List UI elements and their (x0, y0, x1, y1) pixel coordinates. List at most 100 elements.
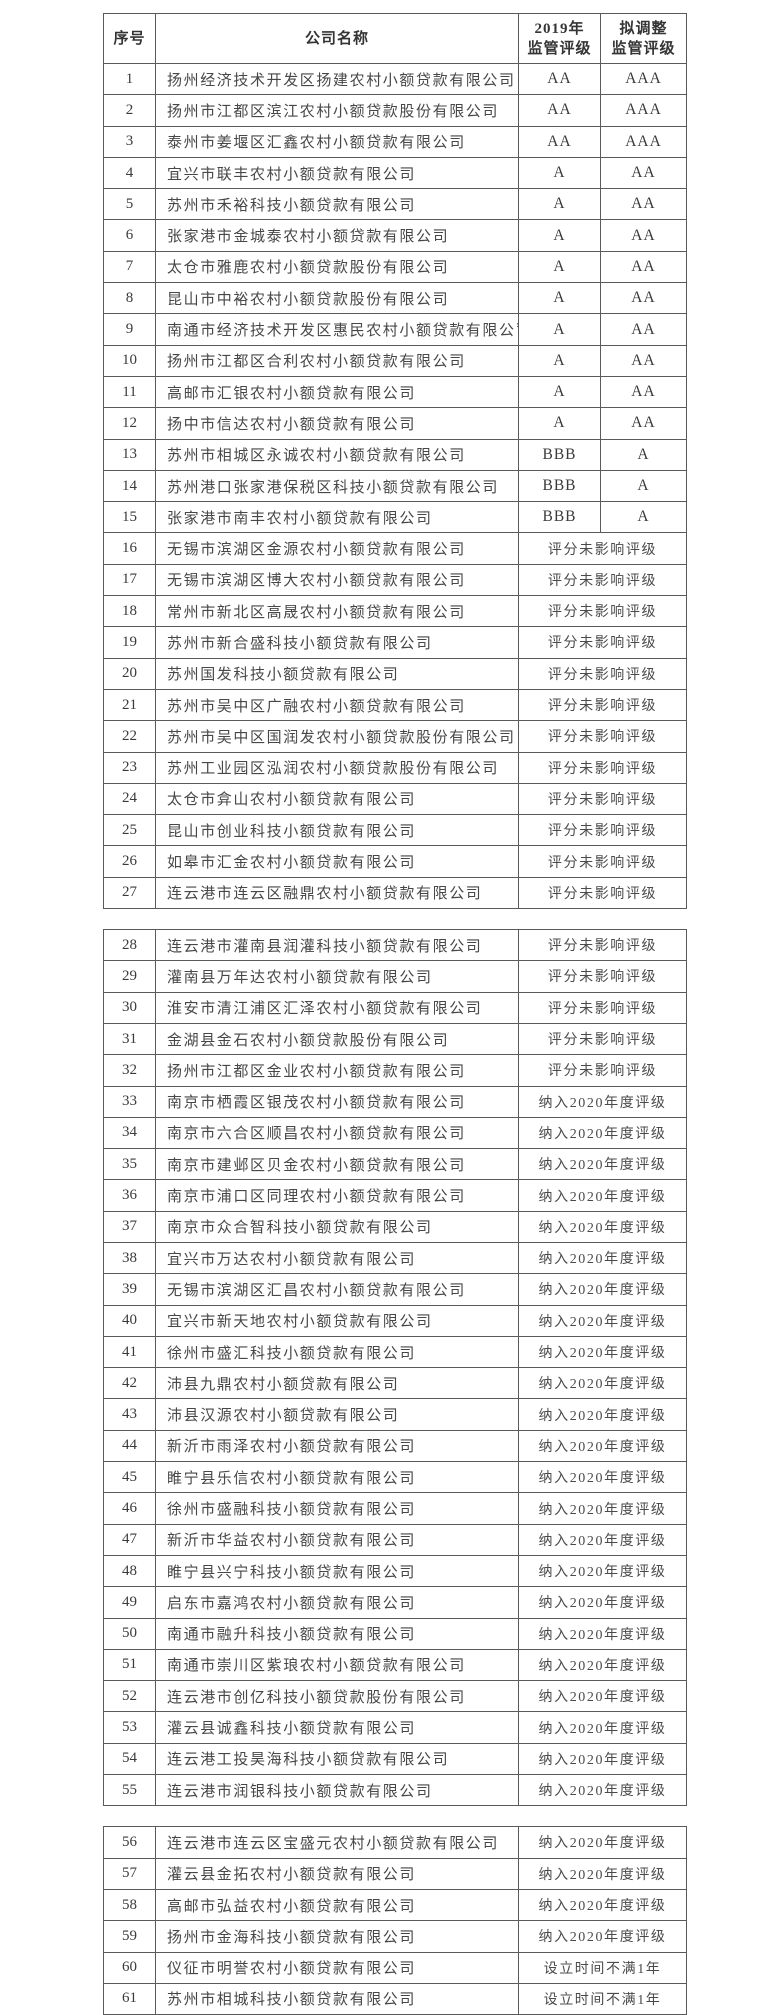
table-row: 14 苏州港口张家港保税区科技小额贷款有限公司 BBB A (103, 469, 687, 503)
rating-note: 纳入2020年度评级 (517, 1492, 688, 1525)
table-row: 24 太仓市弇山农村小额贷款有限公司 评分未影响评级 (103, 782, 687, 816)
rating-2019: BBB (518, 469, 601, 503)
rating-adjusted: AAA (600, 125, 687, 158)
company-name: 常州市新北区高晟农村小额贷款有限公司 (155, 595, 519, 628)
rating-adjusted: A (600, 438, 687, 471)
company-name: 连云港市连云区融鼎农村小额贷款有限公司 (155, 876, 519, 910)
row-number: 40 (103, 1304, 156, 1337)
row-number: 26 (103, 845, 156, 878)
company-name: 启东市嘉鸿农村小额贷款有限公司 (155, 1586, 519, 1619)
rating-note: 纳入2020年度评级 (517, 1680, 688, 1713)
company-name: 苏州市相城区永诚农村小额贷款有限公司 (155, 438, 519, 471)
company-name: 扬州市江都区滨江农村小额贷款股份有限公司 (155, 94, 519, 127)
table-row: 15 张家港市南丰农村小额贷款有限公司 BBB A (103, 501, 687, 534)
table-row: 16 无锡市滨湖区金源农村小额贷款有限公司 评分未影响评级 (103, 532, 687, 565)
rating-note: 评分未影响评级 (518, 720, 687, 753)
company-name: 高邮市弘益农村小额贷款有限公司 (155, 1888, 519, 1922)
table-row: 36 南京市浦口区同理农村小额贷款有限公司 纳入2020年度评级 (103, 1179, 688, 1212)
rating-note: 评分未影响评级 (517, 1054, 688, 1087)
table-row: 26 如皋市汇金农村小额贷款有限公司 评分未影响评级 (103, 845, 687, 878)
header-row: 序号 公司名称 2019年 监管评级 拟调整 监管评级 (103, 13, 687, 64)
rating-adjusted: AA (600, 407, 687, 440)
table-row: 33 南京市栖霞区银茂农村小额贷款有限公司 纳入2020年度评级 (103, 1085, 688, 1118)
rating-note: 评分未影响评级 (518, 532, 687, 565)
rating-table-segment-2: 28 连云港市灌南县润灌科技小额贷款有限公司 评分未影响评级 29 灌南县万年达农村小额… (103, 929, 688, 1807)
table-row: 12 扬中市信达农村小额贷款有限公司 A AA (103, 407, 687, 440)
rating-adjusted: AA (600, 282, 687, 315)
table-row: 42 沛县九鼎农村小额贷款有限公司 纳入2020年度评级 (103, 1367, 688, 1400)
rating-note: 设立时间不满1年 (518, 1951, 687, 1984)
company-name: 金湖县金石农村小额贷款股份有限公司 (155, 1022, 519, 1056)
company-name: 高邮市汇银农村小额贷款有限公司 (155, 375, 519, 409)
rating-note: 纳入2020年度评级 (517, 1085, 688, 1118)
row-number: 55 (103, 1774, 156, 1807)
company-name: 扬州经济技术开发区扬建农村小额贷款有限公司 (155, 62, 519, 96)
row-number: 31 (103, 1022, 156, 1056)
company-name: 南京市浦口区同理农村小额贷款有限公司 (155, 1179, 519, 1212)
rating-adjusted: AA (600, 250, 687, 284)
row-number: 19 (103, 626, 156, 659)
company-name: 徐州市盛汇科技小额贷款有限公司 (155, 1335, 519, 1369)
row-number: 37 (103, 1210, 156, 1243)
rating-note: 纳入2020年度评级 (518, 1826, 687, 1859)
rating-note: 纳入2020年度评级 (517, 1398, 688, 1431)
rating-2019: A (518, 156, 601, 190)
company-name: 无锡市滨湖区博大农村小额贷款有限公司 (155, 563, 519, 597)
company-name: 太仓市弇山农村小额贷款有限公司 (155, 782, 519, 816)
table-row: 44 新沂市雨泽农村小额贷款有限公司 纳入2020年度评级 (103, 1429, 688, 1463)
table-row: 48 睢宁县兴宁科技小额贷款有限公司 纳入2020年度评级 (103, 1554, 688, 1588)
row-number: 21 (103, 688, 156, 722)
table-row: 19 苏州市新合盛科技小额贷款有限公司 评分未影响评级 (103, 626, 687, 659)
table-row: 40 宜兴市新天地农村小额贷款有限公司 纳入2020年度评级 (103, 1304, 688, 1337)
row-number: 42 (103, 1367, 156, 1400)
rating-note: 评分未影响评级 (518, 657, 687, 690)
row-number: 56 (103, 1826, 156, 1859)
company-name: 沛县九鼎农村小额贷款有限公司 (155, 1367, 519, 1400)
company-name: 宜兴市联丰农村小额贷款有限公司 (155, 156, 519, 190)
rating-2019: AA (518, 62, 601, 96)
table-row: 1 扬州经济技术开发区扬建农村小额贷款有限公司 AA AAA (103, 62, 687, 96)
rating-note: 纳入2020年度评级 (517, 1586, 688, 1619)
rating-2019: BBB (518, 438, 601, 471)
table-row: 17 无锡市滨湖区博大农村小额贷款有限公司 评分未影响评级 (103, 563, 687, 597)
rating-note: 评分未影响评级 (517, 991, 688, 1024)
rating-note: 纳入2020年度评级 (517, 1210, 688, 1243)
company-name: 苏州市吴中区广融农村小额贷款有限公司 (155, 688, 519, 722)
table-row: 10 扬州市江都区合利农村小额贷款有限公司 A AA (103, 344, 687, 377)
rating-2019: AA (518, 94, 601, 127)
company-name: 苏州市新合盛科技小额贷款有限公司 (155, 626, 519, 659)
row-number: 27 (103, 876, 156, 910)
col-header-no: 序号 (103, 13, 156, 64)
row-number: 3 (103, 125, 156, 158)
company-name: 南通市融升科技小额贷款有限公司 (155, 1617, 519, 1650)
company-name: 灌云县金拓农村小额贷款有限公司 (155, 1857, 519, 1890)
company-name: 徐州市盛融科技小额贷款有限公司 (155, 1492, 519, 1525)
rating-note: 纳入2020年度评级 (518, 1857, 687, 1890)
company-name: 泰州市姜堰区汇鑫农村小额贷款有限公司 (155, 125, 519, 158)
table-row: 54 连云港工投昊海科技小额贷款有限公司 纳入2020年度评级 (103, 1742, 688, 1776)
company-name: 苏州国发科技小额贷款有限公司 (155, 657, 519, 690)
row-number: 48 (103, 1554, 156, 1588)
rating-table-segment-3: 56 连云港市连云区宝盛元农村小额贷款有限公司 纳入2020年度评级 57 灌云县金拓农… (103, 1826, 687, 2015)
table-row: 35 南京市建邺区贝金农村小额贷款有限公司 纳入2020年度评级 (103, 1148, 688, 1181)
rating-note: 评分未影响评级 (518, 782, 687, 816)
row-number: 32 (103, 1054, 156, 1087)
rating-2019: A (518, 188, 601, 221)
row-number: 2 (103, 94, 156, 127)
rating-adjusted: AA (600, 219, 687, 252)
rating-note: 纳入2020年度评级 (517, 1648, 688, 1682)
company-name: 新沂市雨泽农村小额贷款有限公司 (155, 1429, 519, 1463)
rating-note: 纳入2020年度评级 (517, 1617, 688, 1650)
row-number: 51 (103, 1648, 156, 1682)
row-number: 29 (103, 960, 156, 993)
company-name: 苏州市禾裕科技小额贷款有限公司 (155, 188, 519, 221)
company-name: 昆山市中裕农村小额贷款股份有限公司 (155, 282, 519, 315)
table-row: 18 常州市新北区高晟农村小额贷款有限公司 评分未影响评级 (103, 595, 687, 628)
row-number: 8 (103, 282, 156, 315)
rating-adjusted: AA (600, 344, 687, 377)
rating-note: 评分未影响评级 (518, 814, 687, 847)
table-row: 21 苏州市吴中区广融农村小额贷款有限公司 评分未影响评级 (103, 688, 687, 722)
row-number: 61 (103, 1982, 156, 2015)
table-row: 51 南通市崇川区紫琅农村小额贷款有限公司 纳入2020年度评级 (103, 1648, 688, 1682)
rating-note: 评分未影响评级 (517, 1022, 688, 1056)
